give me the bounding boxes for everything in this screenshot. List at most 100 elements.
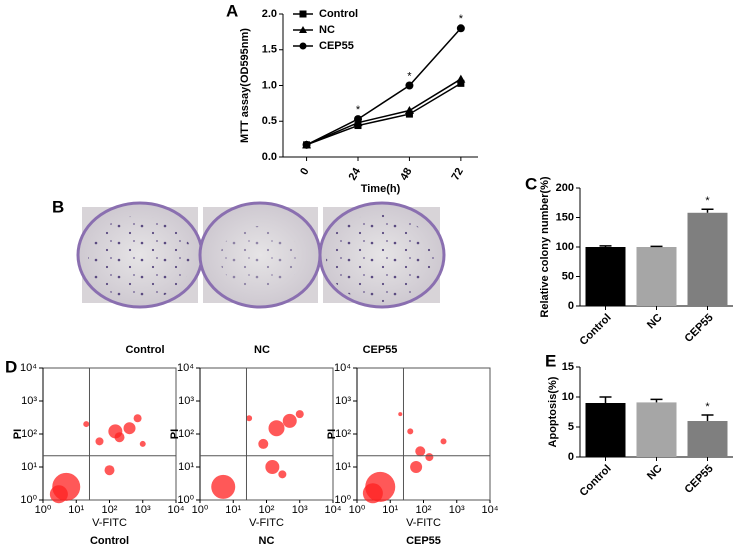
panel-label: A [226, 1, 238, 20]
marker [456, 24, 465, 33]
x-axis-label: V-FITC [406, 517, 441, 529]
y-tick-label: 10¹ [178, 461, 194, 473]
y-tick-label: 10⁰ [20, 494, 37, 506]
panel-label: C [525, 174, 537, 193]
y-axis-label: Apoptosis(%) [547, 376, 559, 447]
annotation: * [356, 104, 361, 116]
x-tick-label: 10³ [135, 504, 151, 516]
y-tick-label: 10⁰ [334, 494, 351, 506]
marker [354, 115, 362, 124]
y-tick-label: 10³ [21, 395, 37, 407]
y-tick-label: 15 [562, 361, 574, 373]
y-tick-label: 0.0 [262, 151, 277, 163]
y-tick-label: 10² [21, 428, 37, 440]
x-axis-label: V-FITC [249, 517, 284, 529]
panel-label: B [52, 197, 64, 216]
event-cluster [425, 453, 434, 462]
legend-marker [299, 26, 307, 33]
y-tick-label: 10 [562, 391, 574, 403]
event-cluster [362, 483, 383, 504]
x-axis-label: Time(h) [361, 183, 401, 195]
x-tick-label: 10⁴ [325, 504, 342, 516]
annotation: * [459, 13, 464, 25]
event-cluster [282, 413, 297, 428]
event-cluster [265, 460, 280, 474]
y-tick-label: 1.5 [262, 44, 277, 56]
x-tick-label: 10² [259, 504, 275, 516]
y-tick-label: 10⁴ [20, 362, 37, 374]
colonies [88, 216, 192, 300]
x-tick-label: 10² [102, 504, 118, 516]
y-axis-label: PI [326, 429, 338, 439]
error-bar [599, 396, 612, 403]
plot-caption: NC [259, 535, 275, 547]
event-cluster [104, 465, 115, 476]
x-tick-label: 10⁰ [349, 504, 366, 516]
y-axis-label: PI [169, 429, 181, 439]
x-tick-label: 10³ [292, 504, 308, 516]
legend-marker [299, 10, 307, 18]
marker [302, 140, 311, 149]
event-cluster [278, 470, 287, 479]
x-tick-label: NC [645, 463, 665, 483]
event-cluster [415, 446, 426, 457]
plot-caption: CEP55 [406, 535, 441, 547]
event-cluster [139, 440, 146, 447]
y-tick-label: 10³ [335, 395, 351, 407]
y-tick-label: 5 [568, 421, 574, 433]
colony-photos [76, 201, 446, 309]
x-axis-label: V-FITC [92, 517, 127, 529]
error-bar [650, 245, 663, 248]
x-tick-label: Control [578, 312, 614, 348]
error-bar [599, 245, 612, 247]
event-cluster [295, 410, 304, 419]
y-tick-label: 10⁰ [177, 494, 194, 506]
x-tick-label: 10² [416, 504, 432, 516]
series-line [306, 82, 462, 146]
legend-label: CEP55 [319, 40, 354, 52]
y-tick-label: 10¹ [21, 461, 37, 473]
event-cluster [95, 437, 104, 446]
y-tick-label: 10⁴ [177, 362, 194, 374]
x-tick-label: 10¹ [68, 504, 84, 516]
x-tick-label: 10³ [449, 504, 465, 516]
marker [456, 74, 466, 83]
y-tick-label: 2.0 [262, 8, 277, 20]
event-cluster [398, 412, 403, 417]
x-tick-label: 10¹ [225, 504, 241, 516]
y-axis-label: Relative colony number(%) [539, 176, 551, 318]
error-bar [701, 208, 714, 213]
bar [636, 247, 677, 306]
x-tick-label: 10⁰ [35, 504, 52, 516]
event-cluster [49, 485, 68, 504]
marker [457, 79, 465, 87]
x-tick-label: CEP55 [683, 312, 716, 345]
x-tick-label: NC [645, 312, 665, 332]
colonies [220, 226, 300, 290]
bar [687, 212, 728, 306]
annotation: * [407, 70, 412, 82]
y-tick-label: 200 [556, 182, 574, 194]
y-tick-label: 0 [568, 300, 574, 312]
error-bar [701, 414, 714, 421]
event-cluster [133, 414, 142, 423]
event-cluster [83, 421, 90, 428]
event-cluster [268, 420, 285, 437]
x-tick-label: 0 [298, 166, 311, 177]
series-line [306, 78, 462, 146]
bar [687, 421, 728, 457]
y-tick-label: 100 [556, 241, 574, 253]
x-tick-label: 10⁴ [482, 504, 499, 516]
y-tick-label: 50 [562, 270, 574, 282]
event-cluster [246, 415, 253, 422]
x-tick-label: CEP55 [683, 463, 716, 496]
event-cluster [440, 438, 447, 445]
y-tick-label: 10² [335, 428, 351, 440]
y-tick-label: 10¹ [335, 461, 351, 473]
event-cluster [211, 474, 236, 499]
y-tick-label: 10² [178, 428, 194, 440]
event-cluster [258, 438, 269, 449]
x-tick-label: 48 [398, 166, 415, 183]
legend-marker [299, 42, 307, 50]
